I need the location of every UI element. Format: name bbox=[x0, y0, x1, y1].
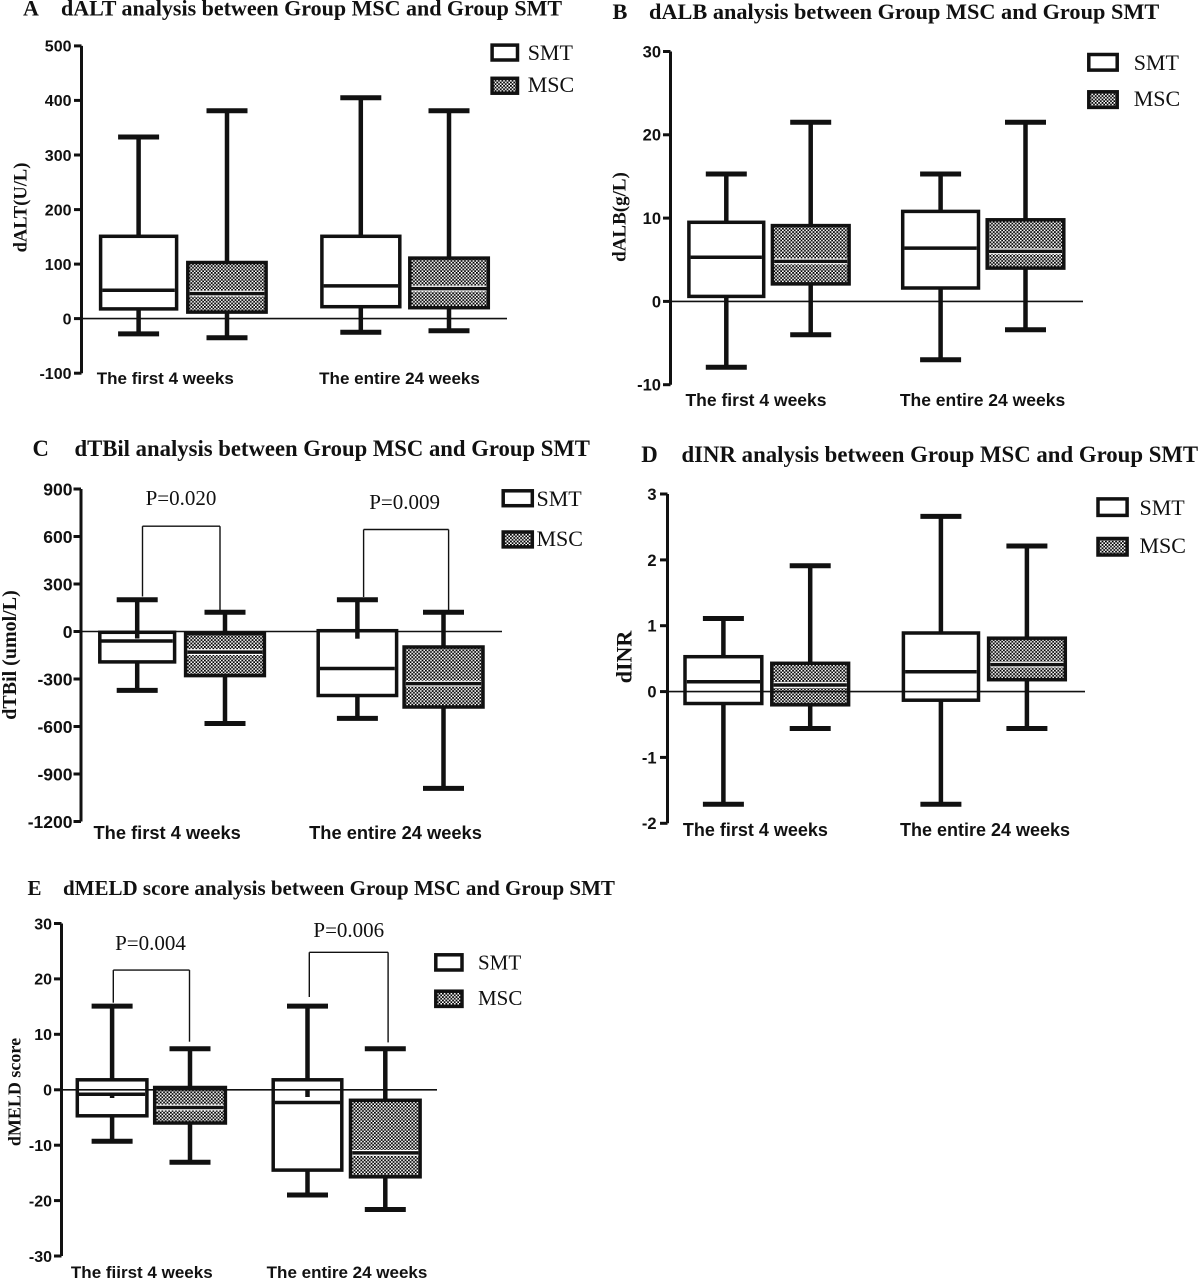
svg-text:dALB analysis between Group MS: dALB analysis between Group MSC and Grou… bbox=[649, 0, 1159, 24]
svg-text:0: 0 bbox=[43, 1083, 52, 1100]
svg-text:dINR analysis between Group MS: dINR analysis between Group MSC and Grou… bbox=[682, 442, 1199, 467]
svg-text:SMT: SMT bbox=[1140, 495, 1186, 520]
svg-text:400: 400 bbox=[45, 93, 72, 110]
svg-text:0: 0 bbox=[652, 293, 661, 311]
svg-text:dALT(U/L): dALT(U/L) bbox=[12, 163, 32, 253]
svg-text:P=0.009: P=0.009 bbox=[369, 490, 440, 514]
svg-text:-20: -20 bbox=[29, 1193, 52, 1210]
svg-text:dTBil (umol/L): dTBil (umol/L) bbox=[0, 590, 21, 719]
svg-text:dMELD score: dMELD score bbox=[5, 1038, 25, 1146]
svg-text:The first 4 weeks: The first 4 weeks bbox=[97, 369, 234, 388]
svg-text:P=0.006: P=0.006 bbox=[313, 918, 384, 942]
svg-text:E: E bbox=[28, 876, 42, 900]
svg-text:C: C bbox=[33, 436, 49, 461]
svg-text:SMT: SMT bbox=[1134, 50, 1180, 75]
svg-text:SMT: SMT bbox=[537, 486, 583, 511]
svg-text:dTBil analysis between Group M: dTBil analysis between Group MSC and Gro… bbox=[75, 436, 590, 461]
svg-text:300: 300 bbox=[43, 574, 72, 594]
svg-text:600: 600 bbox=[43, 527, 72, 547]
svg-text:-900: -900 bbox=[37, 764, 72, 784]
svg-text:MSC: MSC bbox=[528, 72, 574, 97]
svg-text:The entire 24 weeks: The entire 24 weeks bbox=[319, 369, 480, 388]
svg-text:100: 100 bbox=[45, 257, 72, 274]
svg-text:-300: -300 bbox=[37, 669, 72, 689]
svg-text:The entire 24 weeks: The entire 24 weeks bbox=[267, 1263, 428, 1278]
svg-text:-600: -600 bbox=[37, 717, 72, 737]
svg-text:-10: -10 bbox=[637, 377, 661, 395]
svg-text:MSC: MSC bbox=[537, 526, 583, 551]
svg-text:0: 0 bbox=[647, 684, 656, 702]
svg-text:dINR: dINR bbox=[612, 630, 637, 684]
svg-text:3: 3 bbox=[647, 486, 656, 504]
svg-text:10: 10 bbox=[34, 1027, 52, 1044]
svg-text:-1: -1 bbox=[642, 749, 657, 767]
svg-text:30: 30 bbox=[643, 43, 661, 61]
svg-text:-100: -100 bbox=[39, 366, 71, 383]
svg-text:P=0.004: P=0.004 bbox=[115, 931, 186, 955]
svg-text:30: 30 bbox=[34, 916, 52, 933]
svg-text:MSC: MSC bbox=[1134, 86, 1180, 111]
svg-text:300: 300 bbox=[45, 148, 72, 165]
svg-text:D: D bbox=[641, 442, 657, 467]
svg-text:The first 4 weeks: The first 4 weeks bbox=[94, 822, 241, 843]
svg-text:20: 20 bbox=[643, 127, 661, 145]
svg-text:The entire 24 weeks: The entire 24 weeks bbox=[900, 390, 1066, 410]
svg-text:900: 900 bbox=[43, 479, 72, 499]
svg-text:MSC: MSC bbox=[1140, 533, 1186, 558]
svg-text:500: 500 bbox=[45, 39, 72, 56]
svg-text:The fiirst 4 weeks: The fiirst 4 weeks bbox=[71, 1263, 213, 1278]
svg-text:0: 0 bbox=[63, 622, 73, 642]
svg-text:dMELD score analysis between G: dMELD score analysis between Group MSC a… bbox=[63, 876, 615, 900]
svg-text:-30: -30 bbox=[29, 1249, 52, 1266]
svg-text:0: 0 bbox=[63, 311, 72, 328]
svg-text:The entire 24 weeks: The entire 24 weeks bbox=[900, 820, 1070, 840]
svg-text:B: B bbox=[613, 0, 628, 24]
svg-text:2: 2 bbox=[647, 552, 656, 570]
svg-text:10: 10 bbox=[643, 210, 661, 228]
svg-text:MSC: MSC bbox=[478, 986, 522, 1010]
svg-text:The entire 24 weeks: The entire 24 weeks bbox=[309, 822, 482, 843]
svg-text:A: A bbox=[23, 0, 39, 21]
svg-text:20: 20 bbox=[34, 972, 52, 989]
svg-text:-1200: -1200 bbox=[28, 812, 73, 832]
svg-text:200: 200 bbox=[45, 202, 72, 219]
svg-text:The first 4 weeks: The first 4 weeks bbox=[685, 390, 826, 410]
svg-text:dALB(g/L): dALB(g/L) bbox=[610, 172, 631, 262]
svg-text:dALT analysis between Group MS: dALT analysis between Group MSC and Grou… bbox=[61, 0, 562, 21]
svg-text:-2: -2 bbox=[642, 815, 657, 833]
svg-text:SMT: SMT bbox=[528, 40, 574, 65]
svg-text:P=0.020: P=0.020 bbox=[146, 486, 217, 510]
svg-text:1: 1 bbox=[647, 618, 656, 636]
svg-text:-10: -10 bbox=[29, 1138, 52, 1155]
svg-text:SMT: SMT bbox=[478, 951, 521, 975]
svg-text:The first 4 weeks: The first 4 weeks bbox=[683, 820, 828, 840]
